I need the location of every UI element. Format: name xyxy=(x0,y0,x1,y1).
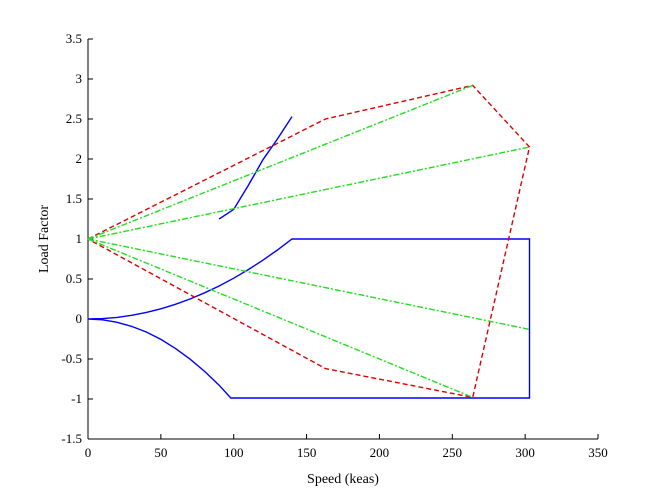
x-axis-label: Speed (keas) xyxy=(307,472,379,487)
series-0-line-0 xyxy=(87,238,531,399)
series-3-line-0 xyxy=(87,84,473,240)
y-tick-label: 2.5 xyxy=(66,111,82,126)
y-tick-label: -1 xyxy=(71,391,82,406)
series-3-line-2 xyxy=(87,238,530,331)
x-tick-label: 300 xyxy=(515,445,535,460)
x-tick-label: 350 xyxy=(588,445,608,460)
y-tick-label: 1.5 xyxy=(66,191,82,206)
y-tick-label: 2 xyxy=(76,151,83,166)
y-tick-label: 0 xyxy=(76,311,83,326)
y-tick-label: 1 xyxy=(76,231,83,246)
series-3-line-3 xyxy=(87,238,473,399)
y-tick-label: 3 xyxy=(76,71,83,86)
y-axis-label: Load Factor xyxy=(37,205,52,273)
y-tick-label: 0.5 xyxy=(66,271,82,286)
x-tick-label: 50 xyxy=(154,445,167,460)
axes: 0 50 100 150 200 250 300 350 -1.5 -1 -0.5 0 0.5 1 1.5 2… xyxy=(61,31,607,460)
x-tick-label: 0 xyxy=(85,445,92,460)
y-tick-label: -1.5 xyxy=(61,431,82,446)
y-tick-label: -0.5 xyxy=(61,351,82,366)
x-tick-label: 150 xyxy=(297,445,317,460)
series-2-line-0 xyxy=(87,84,531,399)
x-tick-label: 200 xyxy=(370,445,390,460)
series-group xyxy=(87,84,531,399)
y-tick-label: 3.5 xyxy=(66,31,82,46)
x-tick-label: 250 xyxy=(443,445,463,460)
x-tick-label: 100 xyxy=(224,445,244,460)
series-3-line-1 xyxy=(87,146,530,240)
